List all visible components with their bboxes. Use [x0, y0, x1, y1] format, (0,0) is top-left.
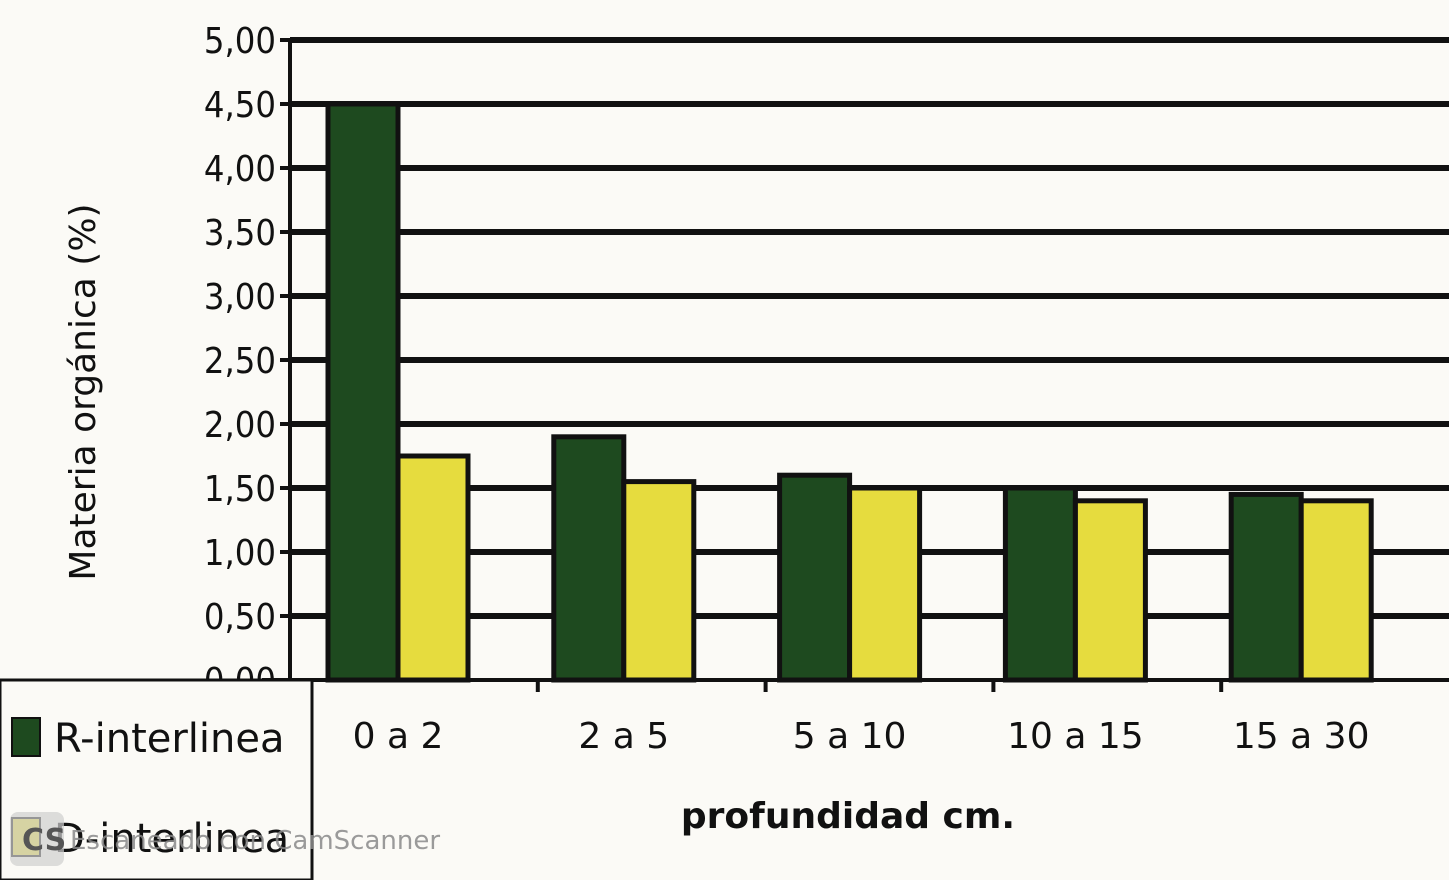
bar-r-interlinea-3	[1002, 485, 1078, 683]
x-tick-label: 10 a 15	[1007, 716, 1144, 757]
y-tick-label: 2,50	[204, 341, 276, 382]
x-tick-label: 0 a 2	[353, 716, 444, 757]
bar-d-interlinea-2	[847, 485, 923, 683]
y-tick-label: 3,00	[204, 277, 276, 318]
y-tick-label: 4,00	[204, 149, 276, 190]
y-tick-label: 0,50	[204, 597, 276, 638]
y-tick-label: 5,00	[204, 21, 276, 62]
bar-r-interlinea-1	[551, 434, 627, 683]
y-tick-label: 4,50	[204, 85, 276, 126]
y-axis-title: Materia orgánica (%)	[63, 203, 104, 580]
camscanner-logo-icon	[10, 812, 64, 866]
x-axis-title: profundidad cm.	[681, 796, 1015, 837]
y-tick-label: 1,00	[204, 533, 276, 574]
x-tick-label: 15 a 30	[1233, 716, 1370, 757]
bar-r-interlinea-2	[777, 472, 853, 683]
y-tick-label: 1,50	[204, 469, 276, 510]
x-tick-labels: 0 a 2 2 a 5 5 a 10 10 a 15 15 a 30	[353, 716, 1370, 757]
y-tick-labels: 0,000,501,001,502,002,503,003,504,004,50…	[204, 21, 276, 702]
bar-d-interlinea-1	[621, 479, 697, 683]
bars	[325, 101, 1374, 692]
bar-d-interlinea-0	[395, 453, 471, 683]
watermark-text: Escaneado con CamScanner	[70, 826, 440, 856]
x-tick-label: 2 a 5	[578, 716, 669, 757]
watermark: CS Escaneado con CamScanner	[10, 812, 440, 866]
legend-swatch-r-interlinea	[11, 717, 41, 757]
axes	[262, 40, 1449, 682]
bar-d-interlinea-4	[1298, 498, 1374, 683]
bar-r-interlinea-4	[1228, 491, 1304, 683]
y-tick-label: 3,50	[204, 213, 276, 254]
legend-label-d-interlinea: D-interlinea	[54, 816, 289, 862]
camscanner-logo-glyph: CS	[22, 823, 66, 858]
bar-r-interlinea-0	[325, 101, 401, 683]
bar-d-interlinea-3	[1072, 498, 1148, 683]
y-tick-label: 2,00	[204, 405, 276, 446]
legend-label-r-interlinea: R-interlinea	[54, 716, 285, 762]
x-tick-label: 5 a 10	[793, 716, 907, 757]
